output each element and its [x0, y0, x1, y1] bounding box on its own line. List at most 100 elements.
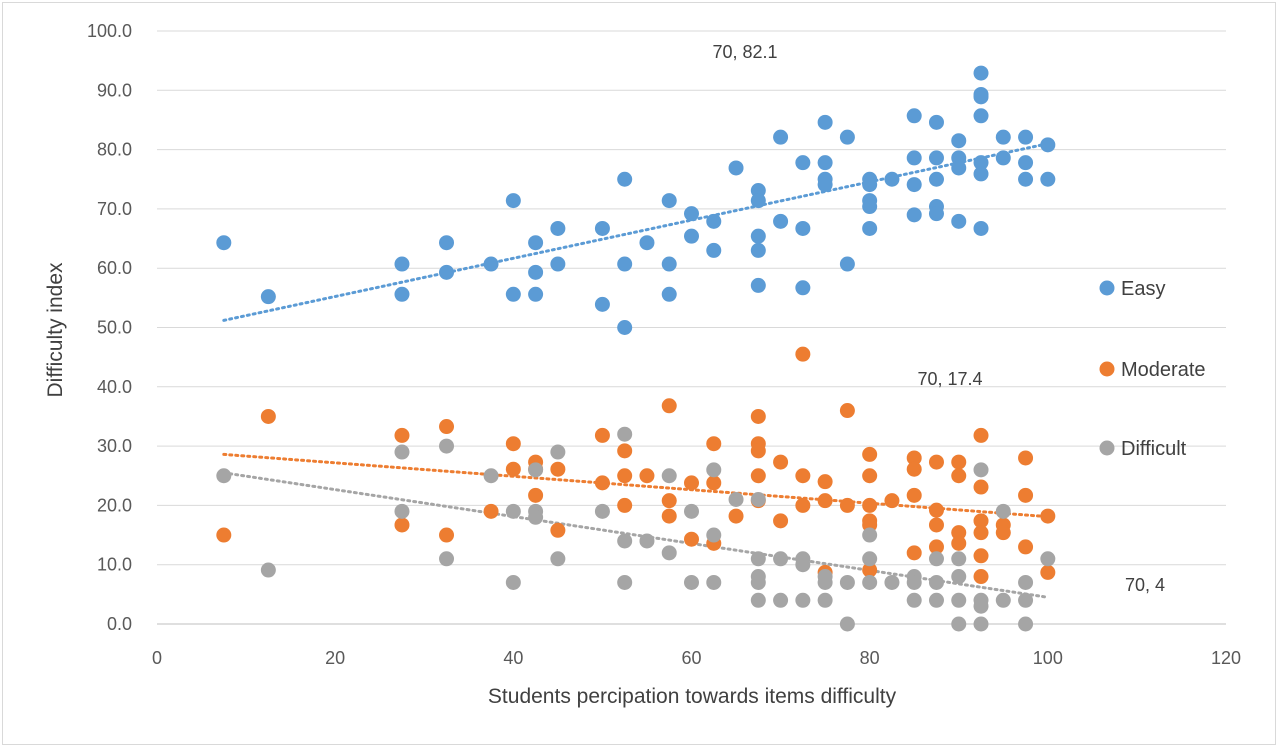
- trendlines: [222, 142, 1050, 599]
- point-easy: [928, 171, 944, 187]
- point-easy: [839, 256, 855, 272]
- y-tick-label: 20.0: [97, 495, 132, 515]
- point-moderate: [795, 497, 811, 513]
- point-moderate: [951, 468, 967, 484]
- point-moderate: [884, 493, 900, 509]
- point-difficult: [594, 503, 610, 519]
- point-easy: [973, 65, 989, 81]
- point-moderate: [928, 517, 944, 533]
- point-moderate: [817, 474, 833, 490]
- point-easy: [550, 220, 566, 236]
- point-difficult: [617, 533, 633, 549]
- point-difficult: [1040, 551, 1056, 567]
- point-difficult: [773, 592, 789, 608]
- x-tick-label: 60: [681, 648, 701, 668]
- point-easy: [706, 242, 722, 258]
- point-difficult: [216, 468, 232, 484]
- point-moderate: [260, 408, 276, 424]
- point-difficult: [617, 574, 633, 590]
- point-easy: [550, 256, 566, 272]
- point-easy: [684, 206, 699, 222]
- point-moderate: [706, 436, 722, 452]
- point-moderate: [661, 398, 677, 414]
- point-easy: [817, 155, 833, 171]
- point-easy: [394, 256, 410, 272]
- legend-marker-difficult: [1099, 440, 1115, 456]
- point-moderate: [839, 497, 855, 513]
- point-difficult: [661, 545, 677, 561]
- point-moderate: [639, 468, 655, 484]
- x-tick-label: 40: [503, 648, 523, 668]
- point-moderate: [906, 450, 922, 466]
- point-easy: [862, 220, 878, 236]
- point-easy: [528, 235, 544, 251]
- point-difficult: [795, 592, 811, 608]
- point-moderate: [906, 461, 922, 477]
- point-easy: [594, 296, 610, 312]
- point-moderate: [750, 443, 766, 459]
- point-easy: [439, 235, 455, 251]
- point-easy: [661, 256, 677, 272]
- point-difficult: [839, 574, 855, 590]
- point-easy: [505, 286, 521, 302]
- point-moderate: [795, 346, 811, 362]
- point-difficult: [862, 551, 878, 567]
- point-easy: [995, 150, 1011, 166]
- point-easy: [1018, 155, 1034, 171]
- point-easy: [528, 286, 544, 302]
- point-easy: [906, 177, 922, 193]
- point-moderate: [862, 497, 878, 513]
- x-tick-label: 0: [152, 648, 162, 668]
- point-difficult: [951, 569, 967, 585]
- point-difficult: [728, 491, 744, 507]
- point-easy: [260, 289, 276, 305]
- point-difficult: [817, 592, 833, 608]
- point-moderate: [951, 535, 967, 551]
- point-moderate: [973, 427, 989, 443]
- point-easy: [617, 320, 633, 335]
- point-moderate: [594, 427, 610, 443]
- point-difficult: [750, 551, 766, 567]
- x-axis-ticks: 0 20 40 60 80 100 120: [152, 648, 1241, 668]
- y-tick-label: 30.0: [97, 436, 132, 456]
- point-moderate: [973, 479, 989, 495]
- point-difficult: [617, 426, 633, 442]
- point-easy: [1018, 171, 1034, 187]
- point-easy: [1040, 137, 1056, 153]
- point-moderate: [550, 461, 566, 477]
- point-easy: [594, 220, 610, 236]
- point-moderate: [773, 454, 789, 470]
- point-moderate: [951, 525, 967, 541]
- point-difficult: [973, 616, 989, 632]
- point-difficult: [684, 503, 699, 519]
- point-moderate: [216, 527, 232, 543]
- legend-marker-easy: [1099, 280, 1115, 296]
- annotation-difficult: 70, 4: [1125, 575, 1165, 595]
- y-axis-title: Difficulty index: [44, 262, 67, 398]
- point-easy: [773, 213, 789, 229]
- point-difficult: [750, 592, 766, 608]
- point-moderate: [1040, 564, 1056, 580]
- point-difficult: [394, 503, 410, 519]
- point-difficult: [439, 438, 455, 454]
- point-easy: [973, 220, 989, 236]
- point-difficult: [862, 527, 878, 543]
- point-moderate: [684, 531, 699, 547]
- legend: Easy Moderate Difficult: [1099, 278, 1206, 460]
- point-difficult: [973, 462, 989, 478]
- point-moderate: [439, 419, 455, 435]
- point-difficult: [773, 551, 789, 567]
- point-moderate: [617, 468, 633, 484]
- point-easy: [951, 133, 967, 149]
- point-difficult: [839, 616, 855, 632]
- point-easy: [973, 108, 989, 124]
- point-moderate: [505, 436, 521, 452]
- point-easy: [773, 129, 789, 145]
- point-difficult: [260, 562, 276, 578]
- x-tick-label: 20: [325, 648, 345, 668]
- y-tick-label: 70.0: [97, 199, 132, 219]
- point-difficult: [505, 503, 521, 519]
- point-easy: [862, 177, 878, 193]
- point-easy: [884, 171, 900, 187]
- point-difficult: [1018, 616, 1034, 632]
